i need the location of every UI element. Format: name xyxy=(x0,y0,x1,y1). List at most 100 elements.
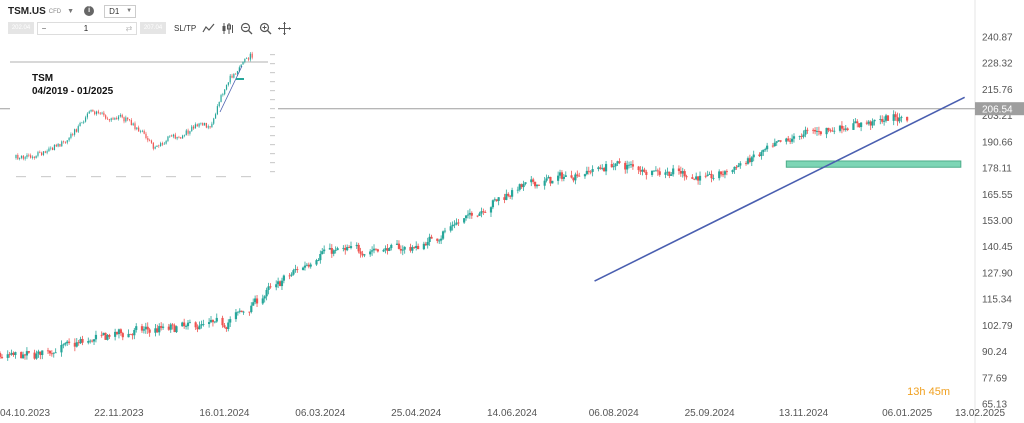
inset-candle-body xyxy=(130,120,132,126)
candle-body xyxy=(670,174,673,176)
candle-body xyxy=(583,174,587,177)
zoom-in-icon[interactable] xyxy=(259,22,272,35)
candle-body xyxy=(114,331,117,337)
candle-body xyxy=(119,329,122,334)
inset-candle-body xyxy=(97,111,99,113)
candle-body xyxy=(48,350,52,354)
candle-body xyxy=(54,352,57,354)
candle-chart-icon[interactable] xyxy=(221,22,234,35)
candle-body xyxy=(804,129,807,135)
inset-candle-body xyxy=(194,124,197,129)
candle-body xyxy=(833,130,836,132)
candle-body xyxy=(813,130,817,132)
inset-candle-body xyxy=(158,145,160,147)
candle-body xyxy=(438,240,441,242)
x-tick-label: 13.02.2025 xyxy=(955,408,1005,419)
sell-button[interactable]: 202.04 xyxy=(8,22,34,34)
candle-body xyxy=(202,324,205,325)
inset-candle-body xyxy=(156,145,158,147)
inset-candle-body xyxy=(106,118,109,120)
candle-body xyxy=(196,327,199,330)
candle-body xyxy=(604,164,608,172)
candle-body xyxy=(25,351,29,356)
candle-body xyxy=(198,325,201,330)
inset-candle-body xyxy=(83,121,85,123)
candle-body xyxy=(8,354,11,356)
buy-button[interactable]: 207.04 xyxy=(140,22,166,34)
inset-candle-body xyxy=(63,141,65,143)
candle-body xyxy=(46,350,50,352)
current-price-label: 206.54 xyxy=(982,105,1013,116)
candle-body xyxy=(610,164,613,168)
candle-body xyxy=(161,326,165,328)
candle-body xyxy=(710,173,713,179)
candle-body xyxy=(194,322,197,328)
x-tick-label: 16.01.2024 xyxy=(199,408,249,419)
candle-body xyxy=(618,161,621,163)
decrease-quantity-button[interactable]: − xyxy=(41,23,47,33)
swap-icon[interactable]: ⇄ xyxy=(125,23,133,33)
candle-body xyxy=(50,353,53,355)
line-chart-icon[interactable] xyxy=(202,22,215,35)
inset-candle-body xyxy=(44,151,46,153)
candle-body xyxy=(278,281,282,287)
candle-body xyxy=(737,165,740,168)
candle-body xyxy=(369,251,372,255)
trading-toolbar: TSM.US CFD ▼ i D1 ▼ 202.04 − 1 ⇄ 207.04 … xyxy=(0,0,310,40)
candle-body xyxy=(265,289,268,297)
inset-candle-body xyxy=(55,144,57,147)
candle-body xyxy=(64,343,67,345)
candle-body xyxy=(223,325,226,328)
inset-y-tick xyxy=(270,108,275,110)
inset-candle-body xyxy=(198,123,200,127)
crosshair-icon[interactable] xyxy=(278,21,292,35)
inset-candle-body xyxy=(174,134,176,139)
candle-body xyxy=(881,119,884,122)
inset-y-tick xyxy=(270,72,275,74)
quantity-value[interactable]: 1 xyxy=(83,23,89,33)
symbol-name[interactable]: TSM.US xyxy=(8,5,46,17)
symbol-dropdown-icon[interactable]: ▼ xyxy=(67,7,75,15)
inset-x-tick xyxy=(66,176,76,178)
candle-body xyxy=(148,329,151,333)
inset-x-tick xyxy=(191,176,201,178)
candle-body xyxy=(89,340,92,342)
candle-body xyxy=(639,170,642,172)
candle-body xyxy=(255,298,259,304)
info-icon[interactable]: i xyxy=(84,6,95,16)
inset-candle-body xyxy=(246,58,248,60)
candle-body xyxy=(102,332,105,335)
inset-candle-body xyxy=(185,130,187,136)
candle-body xyxy=(551,180,554,184)
candle-body xyxy=(229,319,232,323)
candle-body xyxy=(334,250,337,251)
inset-candle-body xyxy=(240,64,242,68)
candle-body xyxy=(140,326,144,331)
candle-body xyxy=(869,121,872,126)
sltp-button[interactable]: SL/TP xyxy=(174,23,197,33)
candle-body xyxy=(637,166,640,171)
candle-body xyxy=(263,296,266,299)
inset-candle-body xyxy=(214,114,217,119)
candle-body xyxy=(558,172,562,176)
candle-body xyxy=(532,179,535,182)
candle-body xyxy=(240,310,243,312)
candle-body xyxy=(20,352,23,359)
candle-body xyxy=(183,322,186,327)
quantity-stepper[interactable]: − 1 ⇄ xyxy=(37,21,137,35)
inset-candle-body xyxy=(19,157,21,159)
candle-body xyxy=(397,243,401,249)
candle-body xyxy=(867,121,870,124)
candle-body xyxy=(330,248,333,254)
inset-y-tick xyxy=(270,90,275,92)
zoom-out-icon[interactable] xyxy=(240,22,253,35)
candle-body xyxy=(87,341,90,343)
candle-body xyxy=(35,353,38,359)
inset-candle-body xyxy=(202,122,204,126)
inset-candle-body xyxy=(68,137,70,141)
candle-body xyxy=(382,249,385,252)
inset-candle-body xyxy=(209,126,211,128)
interval-select[interactable]: D1 ▼ xyxy=(104,4,137,18)
